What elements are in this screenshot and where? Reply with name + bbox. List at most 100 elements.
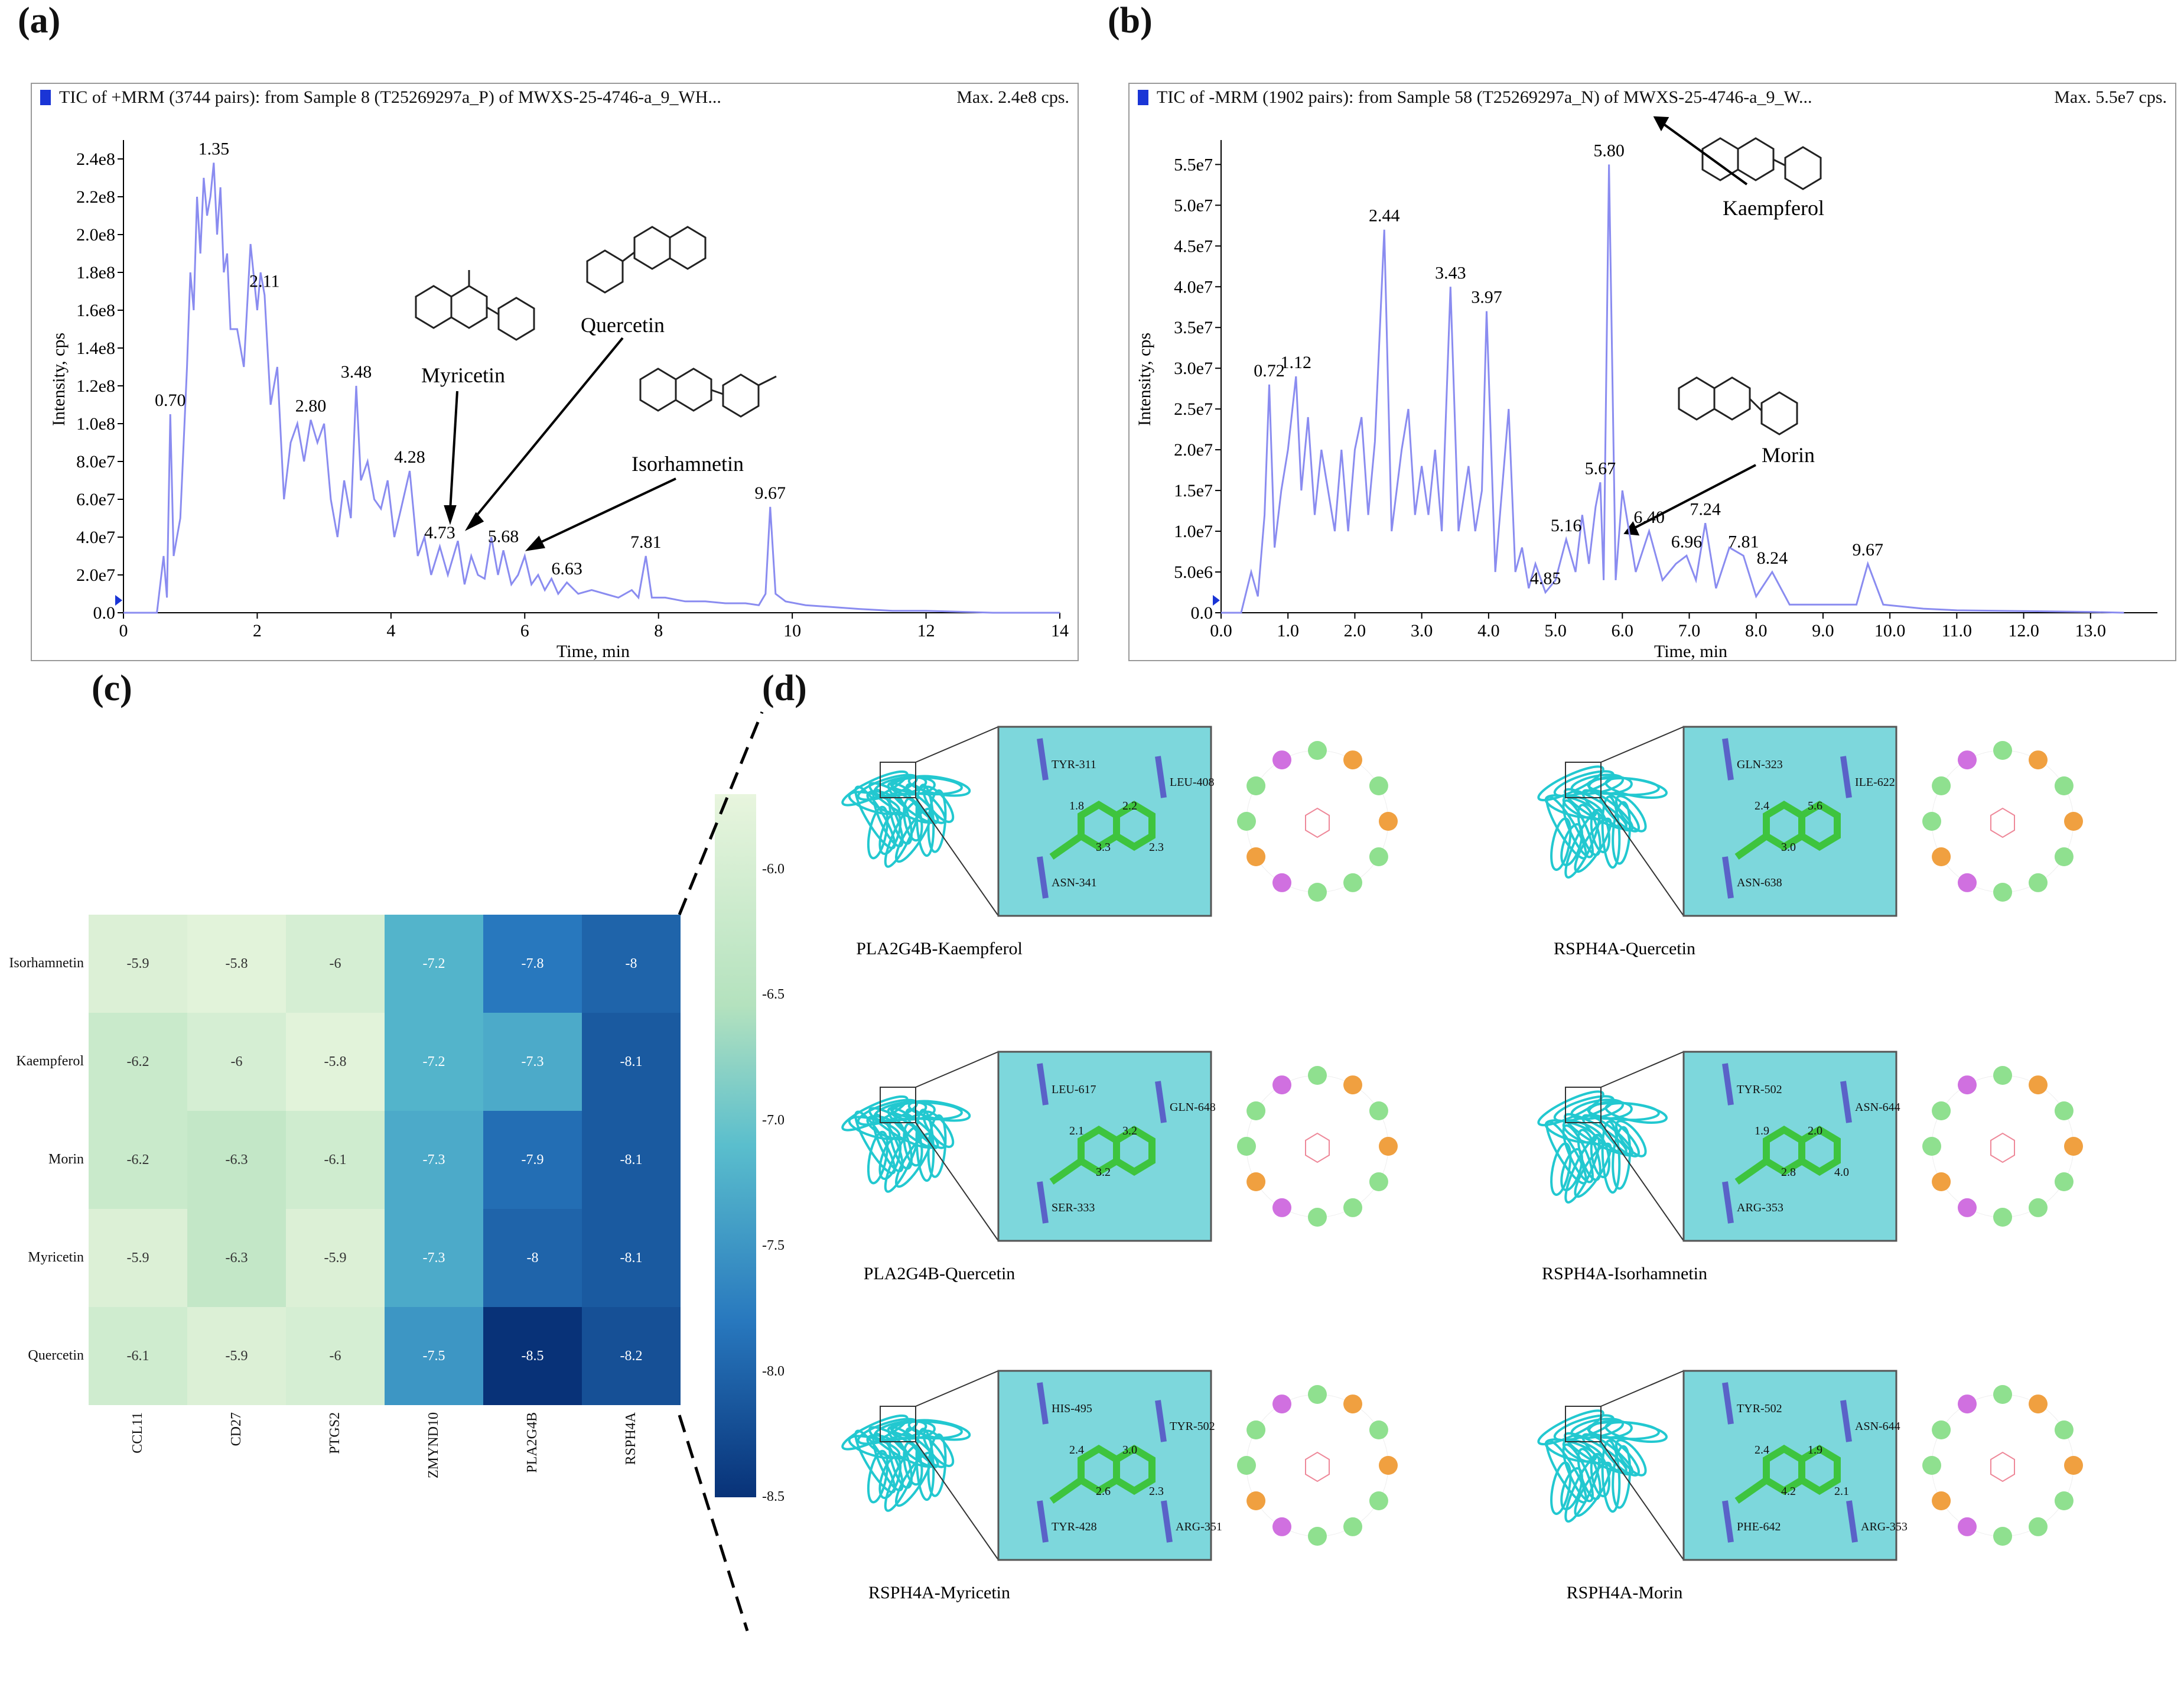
zoom-line — [1600, 1370, 1684, 1407]
peak-label: 6.96 — [1671, 532, 1703, 551]
zoom-line — [915, 726, 999, 763]
peak-label: 5.67 — [1585, 459, 1616, 478]
panel-label-b: (b) — [1108, 1, 1153, 41]
x-tick-label: 12.0 — [2008, 621, 2039, 641]
peak-label: 1.12 — [1281, 353, 1312, 372]
x-tick-label: 10 — [783, 621, 801, 641]
binding-site-box — [880, 762, 916, 798]
interaction-residue — [1237, 812, 1256, 831]
interaction-residue — [1308, 1527, 1327, 1546]
residue-stick — [1155, 1081, 1167, 1123]
interaction-ligand — [1305, 1451, 1330, 1483]
heatmap-cell: -7.2 — [385, 1013, 483, 1111]
interaction-residue — [1958, 750, 1977, 770]
x-axis-label: Time, min — [556, 642, 630, 660]
ligand-ring — [1113, 1445, 1156, 1495]
interaction-residue — [1932, 1101, 1951, 1120]
heatmap-cell: -8.1 — [582, 1209, 681, 1307]
distance-label: 3.0 — [1122, 1444, 1137, 1457]
interaction-residue — [2054, 776, 2074, 795]
residue-label: TYR-428 — [1052, 1520, 1097, 1533]
heatmap-cell: -8.5 — [483, 1307, 582, 1405]
y-tick-label: 1.8e8 — [76, 263, 115, 282]
distance-label: 2.8 — [1781, 1166, 1796, 1179]
y-tick-label: 5.5e7 — [1174, 155, 1213, 174]
heatmap-cell: -7.2 — [385, 915, 483, 1013]
interaction-residue — [1272, 1198, 1291, 1217]
residue-stick — [1846, 1500, 1858, 1543]
x-tick-label: 4 — [386, 621, 395, 641]
protein-cartoon — [895, 1451, 933, 1507]
baseline-marker — [1213, 595, 1220, 606]
interaction-residue — [1246, 1491, 1266, 1510]
peak-label: 7.24 — [1690, 499, 1721, 519]
y-tick-label: 4.0e7 — [76, 528, 115, 547]
y-tick-label: 5.0e7 — [1174, 196, 1213, 215]
distance-label: 2.4 — [1755, 1444, 1769, 1457]
interaction-residue — [1246, 1420, 1266, 1439]
docking-panel: TYR-502 ASN-644 ARG-353 1.9 2.8 2.0 4.0 RSPH4A-… — [1537, 1051, 2083, 1283]
heatmap-cell: -6.2 — [89, 1013, 187, 1111]
peak-label: 5.16 — [1551, 516, 1582, 535]
protein-cartoon — [903, 797, 923, 842]
x-tick-label: 12 — [917, 621, 935, 641]
protein-cartoon — [1574, 1461, 1612, 1517]
zoom-box — [1682, 726, 1897, 917]
residue-stick — [1722, 1181, 1734, 1224]
connector-bottom — [678, 1415, 749, 1631]
protein-cartoon — [1550, 817, 1572, 871]
peak-label: 0.72 — [1254, 361, 1285, 381]
docking-panel: HIS-495 TYR-502 TYR-428 ARG-351 2.4 2.6 3.0 2.3… — [841, 1370, 1398, 1602]
zoom-line — [1600, 797, 1684, 916]
y-tick-label: 2.2e8 — [76, 187, 115, 207]
protein-cartoon — [872, 1432, 904, 1492]
ligand-ring — [1798, 801, 1841, 851]
arrow-kaempferol — [1660, 121, 1748, 186]
protein-cartoon — [903, 1441, 923, 1486]
docking-panel: LEU-617 GLN-648 SER-333 2.1 3.2 3.2 PLA2G4B-Qu… — [841, 1051, 1398, 1283]
residue-label: HIS-495 — [1052, 1402, 1092, 1415]
protein-cartoon — [878, 1456, 902, 1500]
heatmap-cell: -5.9 — [89, 915, 187, 1013]
y-tick-label: 8.0e7 — [76, 452, 115, 472]
zoom-box — [997, 1051, 1212, 1242]
protein-cartoon — [1615, 1120, 1647, 1158]
chromatogram-b-plot: Intensity, cps Time, min Kaempferol Mori… — [1135, 116, 2157, 660]
heatmap-cell: -6.1 — [89, 1307, 187, 1405]
y-tick-label: 1.4e8 — [76, 339, 115, 358]
protein-cartoon — [1560, 1148, 1583, 1192]
heatmap-row-label: Morin — [48, 1152, 84, 1167]
protein-cartoon — [927, 1114, 947, 1178]
heatmap-cell: -7.3 — [483, 1013, 582, 1111]
protein-cartoon — [1612, 801, 1632, 865]
protein-cartoon — [1601, 795, 1621, 869]
myricetin-structure — [415, 270, 535, 341]
interaction-residue — [1237, 1137, 1256, 1156]
y-tick-label: 0.0 — [93, 603, 116, 623]
peak-label: 9.67 — [1853, 540, 1884, 560]
distance-label: 4.0 — [1834, 1166, 1849, 1179]
x-tick-label: 2 — [253, 621, 262, 641]
distance-label: 3.2 — [1096, 1166, 1111, 1179]
x-tick-label: 0 — [119, 621, 128, 641]
protein-cartoon — [1564, 1455, 1600, 1523]
heatmap-cell: -7.3 — [385, 1111, 483, 1209]
interaction-residue — [2064, 812, 2083, 831]
y-tick-label: 4.5e7 — [1174, 236, 1213, 256]
residue-label: ASN-644 — [1855, 1101, 1900, 1114]
interaction-residue — [1343, 1394, 1362, 1414]
interaction-residue — [1958, 1394, 1977, 1414]
heatmap-cell: -6.3 — [187, 1111, 286, 1209]
interaction-residue — [1369, 1491, 1388, 1510]
ligand-bond — [1734, 1158, 1769, 1185]
residue-stick — [1037, 1382, 1049, 1425]
residue-label: ARG-351 — [1176, 1520, 1222, 1533]
heatmap-cell: -6 — [286, 1307, 385, 1405]
interaction-residue — [1369, 1101, 1388, 1120]
interaction-residue — [2054, 1101, 2074, 1120]
annotation-morin: Morin — [1762, 443, 1815, 467]
y-tick-label: 2.5e7 — [1174, 399, 1213, 419]
interaction-residue — [1246, 776, 1266, 795]
annotation-quercetin: Quercetin — [581, 313, 665, 337]
distance-label: 2.0 — [1808, 1124, 1822, 1137]
